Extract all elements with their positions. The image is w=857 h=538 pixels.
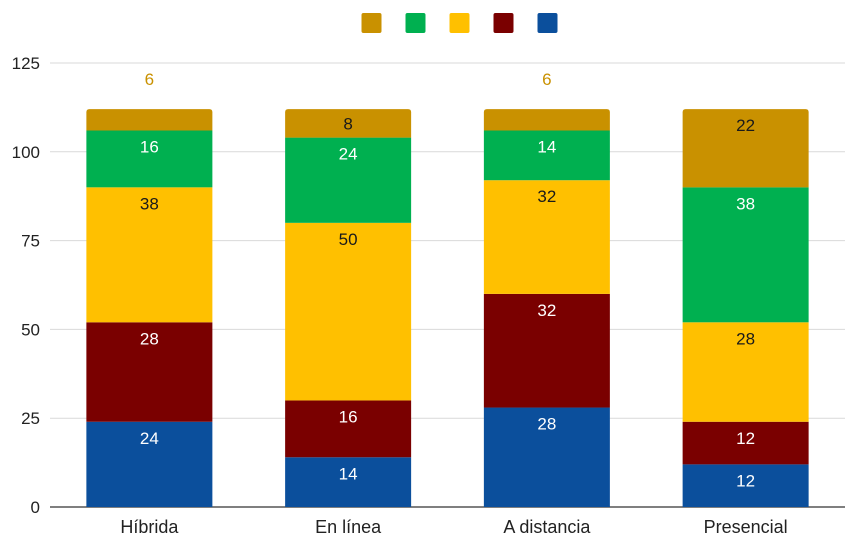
data-label: 8 [343, 114, 352, 133]
bar-segment [682, 464, 809, 507]
data-label: 6 [542, 70, 551, 89]
bar-segment [86, 130, 213, 188]
data-label: 38 [736, 194, 755, 213]
data-label: 14 [339, 464, 358, 483]
y-tick-label: 100 [12, 143, 40, 162]
data-label: 22 [736, 116, 755, 135]
bars [86, 109, 809, 507]
data-label: 50 [339, 230, 358, 249]
legend-swatch[interactable] [405, 13, 426, 33]
bar-segment [682, 322, 809, 422]
data-label: 16 [140, 137, 159, 156]
x-category-label: En línea [315, 517, 382, 537]
bar-segment [483, 109, 610, 131]
legend-swatch[interactable] [449, 13, 470, 33]
bar-segment [285, 109, 412, 138]
y-tick-label: 50 [21, 320, 40, 339]
data-label: 6 [145, 70, 154, 89]
x-category-label: Híbrida [120, 517, 179, 537]
bar-segment [682, 187, 809, 323]
data-label: 24 [339, 145, 358, 164]
data-label: 12 [736, 429, 755, 448]
bar-segment [483, 293, 610, 408]
y-tick-label: 75 [21, 232, 40, 251]
data-label: 14 [537, 137, 556, 156]
bar-segment [86, 187, 213, 323]
x-axis-category-labels: Híbrida En línea A distancia Presencial [120, 517, 787, 537]
y-tick-label: 0 [31, 498, 40, 517]
data-label: 28 [537, 415, 556, 434]
data-label: 28 [736, 329, 755, 348]
data-label: 38 [140, 194, 159, 213]
bar-segment [86, 109, 213, 131]
y-tick-label: 25 [21, 409, 40, 428]
bar-segment [285, 222, 412, 401]
bar-segment [682, 109, 809, 188]
bar-segment [285, 137, 412, 223]
data-label: 12 [736, 471, 755, 490]
bar-segment [86, 421, 213, 507]
data-label: 32 [537, 301, 556, 320]
y-tick-label: 125 [12, 54, 40, 73]
x-category-label: Presencial [704, 517, 788, 537]
bar-segment [285, 400, 412, 458]
legend-swatch[interactable] [537, 13, 558, 33]
data-labels: 24 28 38 16 6 14 16 50 24 8 28 32 32 14 6 12 12 28 38 22 [140, 70, 755, 490]
legend-swatch[interactable] [361, 13, 382, 33]
data-label: 28 [140, 329, 159, 348]
bar-segment [86, 322, 213, 422]
legend[interactable] [361, 13, 558, 33]
bar-segment [483, 180, 610, 294]
y-axis-tick-labels: 0 25 50 75 100 125 [12, 54, 40, 517]
data-label: 24 [140, 429, 159, 448]
data-label: 16 [339, 407, 358, 426]
bar-segment [285, 457, 412, 507]
legend-swatch[interactable] [493, 13, 514, 33]
bar-segment [483, 407, 610, 507]
x-category-label: A distancia [503, 517, 591, 537]
bar-segment [682, 421, 809, 465]
data-label: 32 [537, 187, 556, 206]
bar-segment [483, 130, 610, 181]
